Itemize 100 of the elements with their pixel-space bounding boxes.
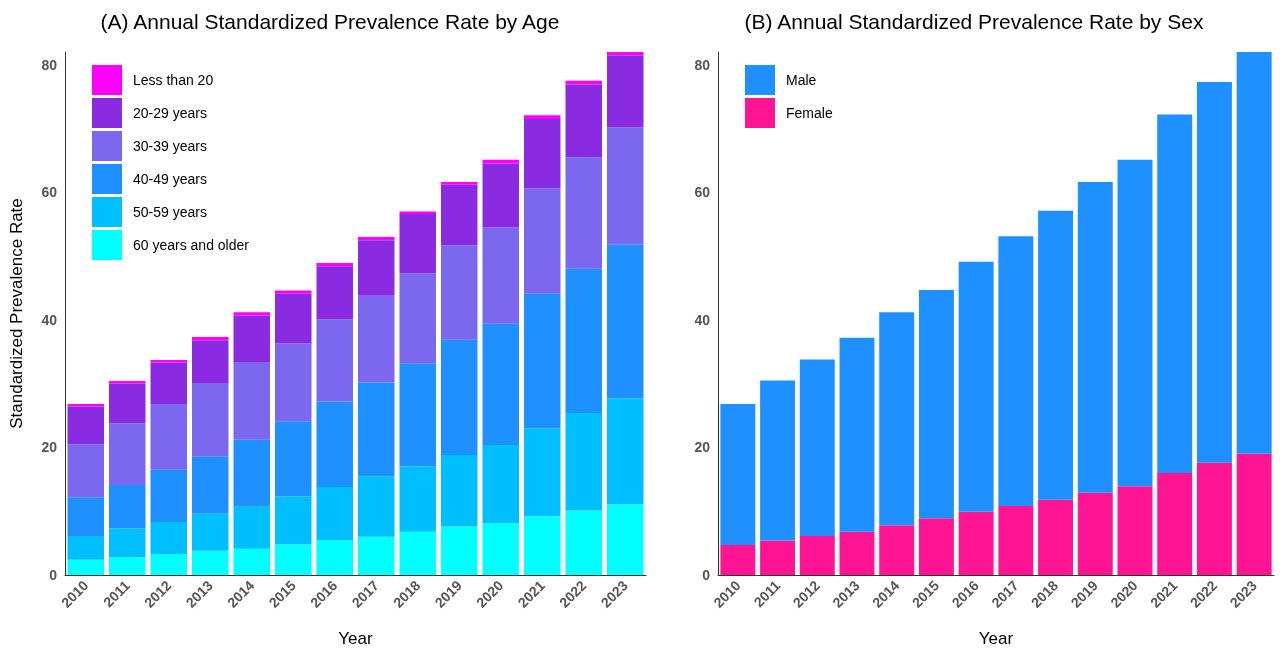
bar xyxy=(1117,159,1153,487)
bar xyxy=(1236,52,1272,454)
bar xyxy=(440,184,478,246)
bar xyxy=(67,404,105,407)
bar xyxy=(440,455,478,527)
bar xyxy=(150,522,188,554)
bar xyxy=(1236,453,1272,575)
y-tick-label: 60 xyxy=(41,184,58,201)
bar xyxy=(1157,114,1193,473)
bar xyxy=(399,531,437,575)
bar xyxy=(233,439,271,507)
bar xyxy=(482,163,520,228)
bar xyxy=(150,362,188,405)
bar xyxy=(606,52,644,56)
bar xyxy=(482,159,520,164)
bar xyxy=(67,559,105,575)
bar xyxy=(482,523,520,575)
bar xyxy=(482,444,520,524)
legend-label: Less than 20 xyxy=(133,72,214,88)
bar xyxy=(565,157,603,269)
bar xyxy=(440,182,478,185)
bar xyxy=(440,245,478,340)
y-tick-label: 80 xyxy=(694,56,711,73)
bar xyxy=(399,466,437,532)
bar xyxy=(523,118,561,189)
bar xyxy=(316,263,354,267)
bar xyxy=(1196,462,1232,575)
bar xyxy=(150,553,188,575)
bar xyxy=(108,528,146,558)
bar xyxy=(1077,182,1113,493)
bar xyxy=(482,227,520,324)
legend-label: 40-49 years xyxy=(133,171,207,187)
bar xyxy=(316,319,354,402)
bar xyxy=(523,516,561,575)
legend-label: 30-39 years xyxy=(133,138,207,154)
bar xyxy=(482,323,520,445)
bar xyxy=(839,531,875,575)
chart-title: (B) Annual Standardized Prevalence Rate by Sex xyxy=(744,10,1204,33)
bar xyxy=(918,289,954,519)
bar xyxy=(399,211,437,214)
bar xyxy=(274,496,312,545)
bar xyxy=(399,273,437,364)
y-tick-label: 60 xyxy=(694,184,711,201)
bar xyxy=(523,293,561,429)
bar xyxy=(799,359,835,537)
bar xyxy=(998,236,1034,507)
bar xyxy=(233,361,271,440)
bar xyxy=(67,444,105,498)
bar xyxy=(274,421,312,497)
bar xyxy=(565,80,603,85)
bar xyxy=(108,423,146,486)
bar xyxy=(606,504,644,575)
bar xyxy=(440,526,478,575)
bar xyxy=(150,360,188,363)
bar xyxy=(720,545,756,575)
bar xyxy=(565,413,603,511)
bar xyxy=(316,486,354,540)
bar xyxy=(274,544,312,575)
bar xyxy=(523,428,561,517)
legend-label: Male xyxy=(786,72,817,88)
y-axis-title: Standardized Prevalence Rate xyxy=(7,198,26,429)
bar xyxy=(1038,210,1074,500)
bar xyxy=(67,497,105,537)
bar xyxy=(839,337,875,532)
bar xyxy=(233,548,271,575)
bar xyxy=(233,506,271,549)
bar xyxy=(399,363,437,467)
bar xyxy=(191,456,229,514)
bar xyxy=(67,406,105,445)
bar xyxy=(316,266,354,320)
bar xyxy=(1196,81,1232,463)
y-tick-label: 20 xyxy=(694,439,711,456)
legend-label: 60 years and older xyxy=(133,237,250,253)
bar xyxy=(606,244,644,399)
bar xyxy=(998,506,1034,575)
bar xyxy=(1157,472,1193,575)
bar xyxy=(1038,499,1074,575)
legend-label: 20-29 years xyxy=(133,105,207,121)
y-tick-label: 40 xyxy=(694,311,711,328)
bar xyxy=(274,293,312,344)
bar xyxy=(523,188,561,294)
legend-label: 50-59 years xyxy=(133,204,207,220)
bar xyxy=(799,536,835,575)
bar xyxy=(399,214,437,274)
bar xyxy=(233,312,271,316)
bar xyxy=(565,268,603,413)
bar xyxy=(918,518,954,575)
bar xyxy=(108,557,146,575)
bar xyxy=(760,380,796,541)
y-tick-label: 0 xyxy=(702,567,711,583)
bar xyxy=(274,290,312,294)
legend-label: Female xyxy=(786,105,833,121)
bar xyxy=(108,381,146,384)
x-axis-title: Year xyxy=(978,629,1014,648)
bar xyxy=(191,337,229,341)
y-tick-label: 40 xyxy=(41,311,58,328)
bar xyxy=(357,476,395,537)
bar xyxy=(150,469,188,523)
bar xyxy=(357,240,395,296)
y-tick-label: 0 xyxy=(49,567,58,583)
